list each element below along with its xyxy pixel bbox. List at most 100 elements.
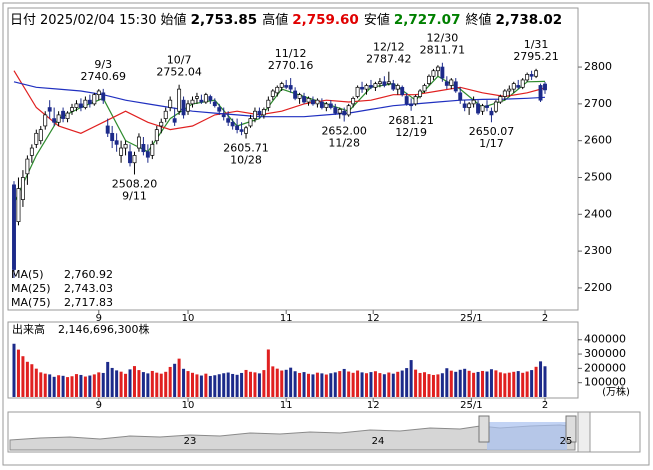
volume-bar — [445, 368, 449, 397]
candle-body — [275, 86, 280, 94]
annotation-date: 12/30 — [427, 32, 459, 45]
volume-bar — [110, 367, 114, 397]
volume-bar — [119, 371, 123, 397]
annotation-label: 2652.00 — [321, 125, 367, 138]
candle-body — [418, 90, 423, 97]
volume-bar — [302, 372, 306, 397]
field-value: 2,738.02 — [495, 12, 563, 28]
volume-bar — [195, 374, 199, 397]
candle-body — [449, 79, 454, 86]
navigator-selection[interactable] — [487, 422, 567, 450]
candle-body — [525, 74, 530, 81]
field-value: 2,753.85 — [190, 12, 258, 28]
volume-bar — [320, 373, 324, 397]
navigator-scroll[interactable] — [577, 411, 591, 453]
volume-bar — [271, 366, 275, 397]
candle-body — [163, 110, 168, 119]
candle-body — [56, 114, 61, 123]
candle-body — [435, 66, 440, 72]
candle-body — [83, 99, 88, 108]
field-value: 2,727.07 — [393, 12, 461, 28]
volume-bar — [431, 374, 435, 397]
y-tick-label: 2800 — [584, 60, 612, 73]
annotation-date: 10/7 — [167, 54, 192, 67]
volume-bar — [351, 372, 355, 397]
volume-bar — [57, 375, 61, 397]
volume-bar — [159, 373, 163, 397]
volume-bar — [414, 369, 418, 397]
volume-bar — [30, 364, 34, 397]
navigator-label: 24 — [372, 436, 385, 447]
annotation-date: 12/19 — [395, 126, 427, 139]
volume-bar — [387, 372, 391, 397]
candle-body — [284, 85, 289, 88]
volume-bar — [458, 369, 462, 397]
volume-bar — [124, 373, 128, 397]
candle-body — [74, 103, 79, 108]
field-value: 2,759.60 — [292, 12, 359, 28]
x-tick-label: 25/1 — [460, 313, 482, 324]
annotation-date: 9/3 — [94, 58, 112, 71]
candle-body — [485, 105, 489, 108]
candle-body — [516, 85, 521, 88]
date-label: 日付 — [10, 13, 37, 28]
candle-body — [480, 105, 485, 112]
candle-body — [34, 132, 39, 145]
annotation-label: 2811.71 — [420, 44, 466, 57]
volume-bar — [324, 374, 328, 397]
volume-bar — [222, 373, 226, 397]
volume-bar — [382, 374, 386, 397]
annotation-date: 1/17 — [479, 137, 504, 150]
annotation-label: 2787.42 — [366, 53, 412, 66]
volume-bar — [217, 374, 221, 397]
candle-body — [413, 96, 418, 105]
volume-bar — [516, 371, 520, 397]
navigator-handle-right[interactable] — [565, 415, 577, 443]
annotation-label: 2650.07 — [469, 125, 515, 138]
x-tick-label: 10 — [182, 313, 195, 324]
candle-body — [92, 94, 97, 105]
volume-bar — [521, 372, 525, 397]
x-tick-label: 12 — [367, 313, 380, 324]
volume-bar — [329, 373, 333, 397]
volume-bar — [266, 349, 270, 397]
volume-bar — [146, 373, 150, 397]
navigator-label: 25 — [560, 436, 573, 447]
x-tick-label: 2 — [542, 400, 548, 411]
x-tick-label: 11 — [280, 400, 293, 411]
candle-body — [458, 92, 463, 101]
volume-bar — [534, 366, 538, 397]
candle-body — [391, 83, 396, 90]
candle-body — [324, 103, 329, 108]
volume-bar — [418, 372, 422, 397]
annotation-date: 9/11 — [122, 189, 147, 202]
candle-body — [105, 125, 110, 134]
navigator-label: 23 — [184, 436, 197, 447]
volume-bar — [315, 372, 319, 397]
candle-body — [132, 155, 137, 164]
legend-value: 2,743.03 — [64, 282, 113, 295]
candle-body — [87, 99, 92, 105]
volume-bar — [66, 377, 70, 397]
volume-bar — [494, 370, 498, 397]
volume-bar — [12, 343, 16, 397]
candle-body — [16, 188, 21, 223]
candle-body — [226, 118, 231, 123]
volume-bar — [512, 371, 516, 397]
volume-bar — [173, 363, 177, 397]
x-tick-label: 12 — [367, 400, 380, 411]
candle-body — [471, 99, 476, 105]
candle-body — [199, 99, 204, 103]
candle-body — [65, 112, 70, 119]
candle-body — [422, 85, 427, 92]
candle-body — [25, 158, 30, 175]
navigator-handle-left[interactable] — [478, 415, 490, 443]
candle-body — [244, 127, 248, 134]
candle-body — [253, 110, 257, 119]
volume-bar — [88, 375, 92, 397]
volume-bar — [284, 369, 288, 397]
candle-body — [61, 110, 66, 119]
candle-body — [38, 129, 43, 142]
volume-bar — [164, 371, 168, 397]
volume-bar — [128, 369, 132, 397]
